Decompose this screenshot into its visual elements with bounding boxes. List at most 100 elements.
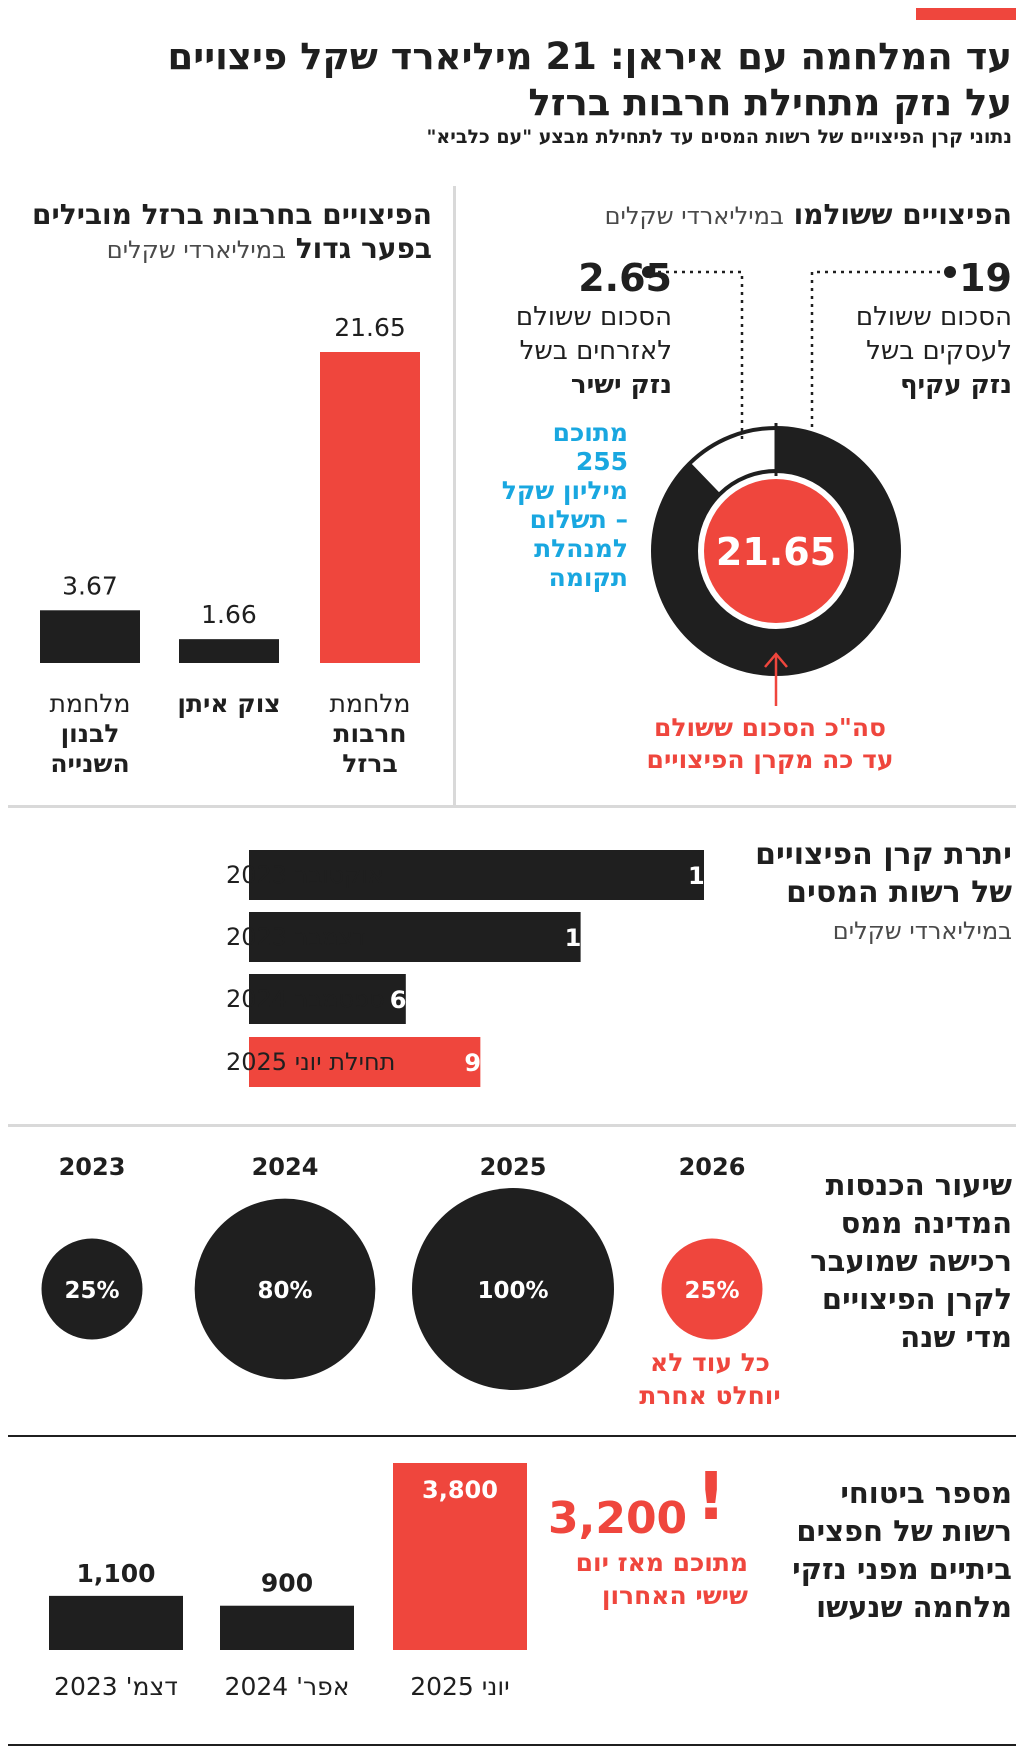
- tax-share-title-line-5: מדי שנה: [900, 1320, 1012, 1354]
- page-subtitle: נתוני קרן הפיצויים של רשות המסים עד לתחי…: [426, 126, 1012, 148]
- tax-bubble-label-2025: 100%: [477, 1278, 548, 1304]
- donut-total-value: 21.65: [716, 530, 836, 574]
- leader-dot-direct: [642, 266, 654, 278]
- war-bars-title-line2: בפער גדול: [295, 232, 432, 265]
- insurance-title-line-1: מספר ביטוחי: [840, 1476, 1012, 1510]
- title-line-2: על נזק מתחילת חרבות ברזל: [528, 81, 1012, 124]
- tax-share-title: שיעור הכנסות המדינה ממס רכישה שמועבר לקרן ה…: [810, 1166, 1012, 1356]
- blue-note: מתוכם 255 מיליון שקל – תשלום למנהלת תקומה: [502, 418, 628, 592]
- insurance-bar-label-2: 900: [261, 1569, 313, 1598]
- insurance-category-1: יוני 2025: [410, 1672, 510, 1701]
- war-bar-category-top-1: מלחמת: [330, 689, 411, 718]
- insurance-title-line-3: ביתיים מפני נזקי: [792, 1552, 1012, 1586]
- insurance-title: מספר ביטוחי רשות של חפצים ביתיים מפני נזקי…: [792, 1474, 1012, 1626]
- tax-share-svg: 25% 2026 100% 2025 80% 2024 25% 2023: [41, 1153, 763, 1390]
- tax-bubble-year-2024: 2024: [252, 1153, 319, 1181]
- fund-category-1: אוקטובר 2023: [226, 861, 384, 889]
- war-bar-label-3: 3.67: [62, 571, 118, 600]
- war-bars-title: הפיצויים בחרבות ברזל מובילים בפער גדול ב…: [32, 198, 432, 267]
- accent-bar: [916, 8, 1016, 20]
- war-bar-category-top-3: מלחמת: [50, 689, 131, 718]
- tax-share-title-line-3: רכישה שמועבר: [810, 1244, 1012, 1278]
- divider-2: [8, 1124, 1016, 1127]
- fund-category-2: דצמבר 2023: [226, 923, 366, 951]
- fund-bar-2: [249, 912, 581, 962]
- fund-balance-unit: במיליארדי שקלים: [832, 917, 1012, 945]
- fund-category-3: ספטמבר 2024: [226, 985, 385, 1013]
- war-bars-unit: במיליארדי שקלים: [106, 236, 286, 264]
- blue-note-line-2: 255: [575, 447, 628, 476]
- tax-share-title-line-4: לקרן הפיצויים: [821, 1282, 1012, 1316]
- tax-share-title-line-1: שיעור הכנסות: [825, 1168, 1012, 1202]
- tax-share-note: כל עוד לא יוחלט אחרת: [620, 1346, 800, 1412]
- exclamation-icon: !: [696, 1458, 727, 1535]
- total-arrow-head: [764, 652, 788, 668]
- total-note-line-2: עד כה מקרן הפיצויים: [646, 745, 894, 774]
- donut-slice-direct: [691, 430, 776, 493]
- blue-note-line-3: מיליון שקל: [501, 476, 628, 505]
- war-bars-title-line1: הפיצויים בחרבות ברזל מובילים: [32, 198, 432, 231]
- divider-4: [8, 1744, 1016, 1746]
- fund-bar-4: [249, 1037, 481, 1087]
- direct-line2: לאזרחים בשל: [519, 336, 672, 366]
- war-bar-category-sub-3: השנייה: [50, 749, 129, 778]
- donut-chart-unit: במיליארדי שקלים: [604, 202, 784, 230]
- fund-bar-label-3: 6.1: [390, 986, 433, 1014]
- tax-share-note-line-1: כל עוד לא: [650, 1348, 770, 1377]
- donut-label-direct: 2.65 הסכום ששולם לאזרחים בשל נזק ישיר: [516, 256, 672, 402]
- donut-svg: 21.65: [642, 266, 956, 706]
- insurance-callout-text: מתוכם מאז יום שישי האחרון: [548, 1546, 748, 1612]
- war-bar-1: [320, 352, 420, 663]
- tax-bubble-year-2026: 2026: [679, 1153, 746, 1181]
- title-line-1: עד המלחמה עם איראן: 21 מיליארד שקל פיצוי…: [167, 35, 1012, 78]
- insurance-bar-1: [393, 1463, 527, 1650]
- insurance-category-3: דצמ' 2023: [54, 1672, 178, 1701]
- divider-vertical: [453, 186, 456, 806]
- fund-bar-3: [249, 974, 406, 1024]
- fund-bar-label-4: 9.0: [464, 1049, 507, 1077]
- war-bar-3: [40, 610, 140, 663]
- tax-bubble-2026: [661, 1238, 763, 1340]
- tax-bubble-year-2023: 2023: [59, 1153, 126, 1181]
- insurance-bar-label-3: 1,100: [76, 1559, 155, 1588]
- insurance-bar-3: [49, 1595, 183, 1650]
- fund-bar-1: [249, 850, 704, 900]
- tax-bubble-2025: [412, 1188, 614, 1390]
- tax-bubble-label-2024: 80%: [257, 1278, 312, 1304]
- donut-chart-title: הפיצויים ששולמו במיליארדי שקלים: [604, 198, 1012, 231]
- tax-bubble-2023: [41, 1238, 143, 1340]
- tax-bubble-year-2025: 2025: [480, 1153, 547, 1181]
- leader-line-direct: [650, 270, 744, 440]
- leader-line-indirect: [810, 270, 948, 440]
- indirect-value: 19: [959, 256, 1012, 300]
- blue-note-line-5: למנהלת: [534, 534, 628, 563]
- fund-bar-label-1: 17.7: [688, 862, 747, 890]
- donut-center: [704, 479, 848, 623]
- divider-3: [8, 1435, 1016, 1437]
- blue-note-line-4: – תשלום: [529, 505, 628, 534]
- donut-total-note: סה"כ הסכום ששולם עד כה מקרן הפיצויים: [625, 712, 915, 776]
- war-bar-category-1: חרבות: [333, 719, 406, 748]
- tax-share-title-line-2: המדינה ממס: [840, 1206, 1012, 1240]
- war-bar-2: [179, 639, 279, 663]
- total-note-line-1: סה"כ הסכום ששולם: [653, 713, 887, 742]
- indirect-line1: הסכום ששולם: [855, 302, 1012, 332]
- insurance-callout-value: 3,200: [548, 1493, 688, 1544]
- blue-note-line-6: תקומה: [548, 563, 628, 592]
- insurance-callout-line-2: שישי האחרון: [601, 1581, 748, 1610]
- tax-bubble-label-2026: 25%: [684, 1278, 739, 1304]
- direct-line1: הסכום ששולם: [515, 302, 672, 332]
- fund-balance-svg: 17.7 אוקטובר 2023 12.9 דצמבר 2023 6.1ספטמבר …: [226, 850, 747, 1087]
- leader-dot-indirect: [944, 266, 956, 278]
- page-title: עד המלחמה עם איראן: 21 מיליארד שקל פיצוי…: [20, 34, 1012, 126]
- fund-balance-title-line1: יתרת קרן הפיצויים: [755, 837, 1012, 872]
- war-bar-label-1: 21.65: [334, 313, 406, 342]
- tax-bubble-2024: [194, 1198, 376, 1380]
- insurance-category-2: אפר' 2024: [225, 1672, 350, 1701]
- insurance-bar-label-1: 3,800: [422, 1476, 498, 1504]
- donut-label-indirect: 19 הסכום ששולם לעסקים בשל נזק עקיף: [856, 256, 1012, 402]
- blue-note-line-1: מתוכם: [552, 418, 628, 447]
- war-bar-category-3: לבנון: [61, 719, 120, 748]
- insurance-title-line-2: רשות של חפצים: [796, 1514, 1012, 1548]
